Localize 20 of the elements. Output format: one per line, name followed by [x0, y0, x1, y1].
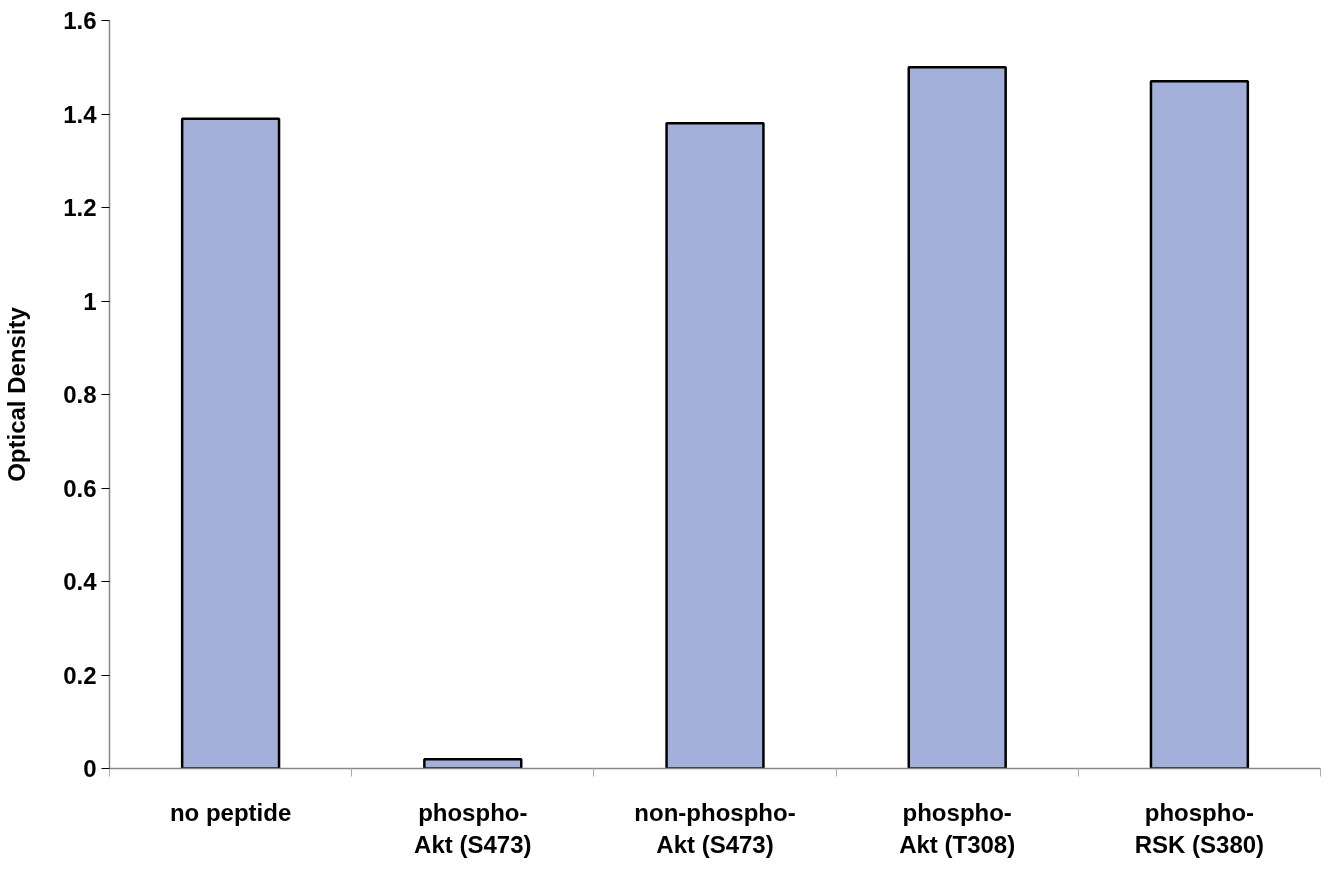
y-tick-label: 0.2: [63, 661, 97, 689]
x-tick-label: phospho- Akt (T308): [899, 798, 1016, 858]
x-tick-label: phospho- RSK (S380): [1134, 798, 1265, 858]
y-axis-title: Optical Density: [3, 306, 31, 482]
x-tick-label: no peptide: [169, 798, 292, 826]
bar: [907, 66, 1007, 769]
y-tick-label: 1: [83, 287, 97, 315]
bar: [423, 757, 523, 769]
y-tick-label: 1.6: [63, 7, 97, 34]
y-tick-label: 1.4: [63, 100, 98, 128]
y-tick-label: 0.8: [63, 381, 97, 408]
y-tick-label: 1.2: [63, 194, 97, 221]
y-tick-label: 0.6: [63, 474, 97, 502]
bar: [180, 117, 281, 769]
y-tick-label: 0.4: [63, 568, 98, 595]
y-tick-label: 0: [83, 755, 97, 782]
bar: [1149, 80, 1250, 769]
x-tick-label: non-phospho- Akt (S473): [634, 798, 796, 858]
bar: [665, 122, 765, 769]
x-tick-label: phospho- Akt (S473): [414, 798, 532, 858]
